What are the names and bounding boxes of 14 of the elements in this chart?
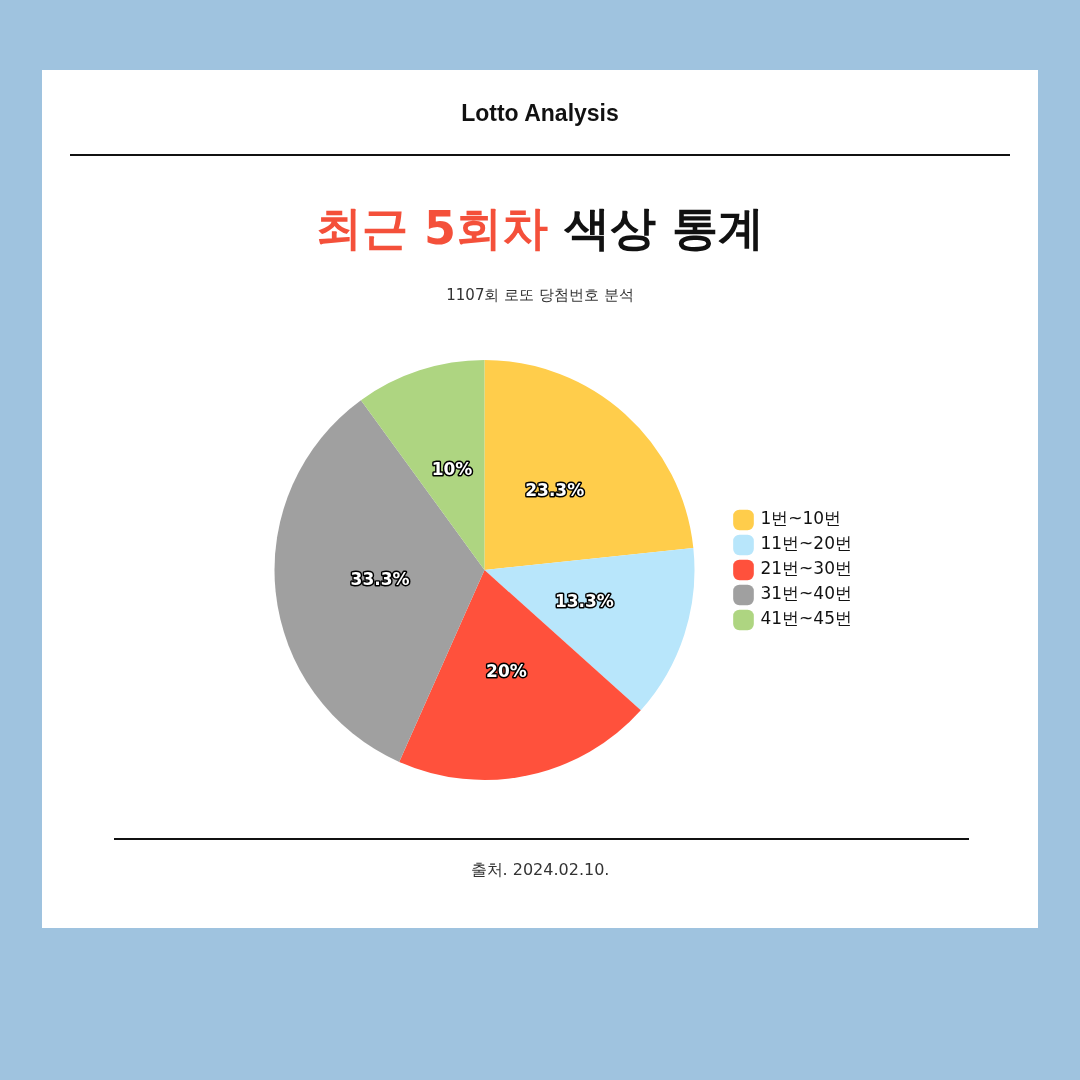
source-note: 출처. 2024.02.10. [469,860,611,881]
chart-subtitle: 1107회 로또 당첨번호 분석 [445,286,635,305]
data-label: 13.3% [554,590,614,611]
data-label: 23.3% [525,480,585,501]
legend-label: 41번~45번 [760,608,853,629]
legend-label: 1번~10번 [760,508,842,529]
text: Lotto Analysis [460,100,620,127]
data-label: 33.3% [350,569,410,590]
legend-label: 21번~30번 [760,558,853,579]
data-label: 20% [486,661,527,682]
legend-label: 11번~20번 [760,533,853,554]
data-label: 10% [431,458,473,479]
legend-label: 31번~40번 [760,583,853,604]
chart-title: 최근 5회차 색상 통계 [315,201,765,255]
